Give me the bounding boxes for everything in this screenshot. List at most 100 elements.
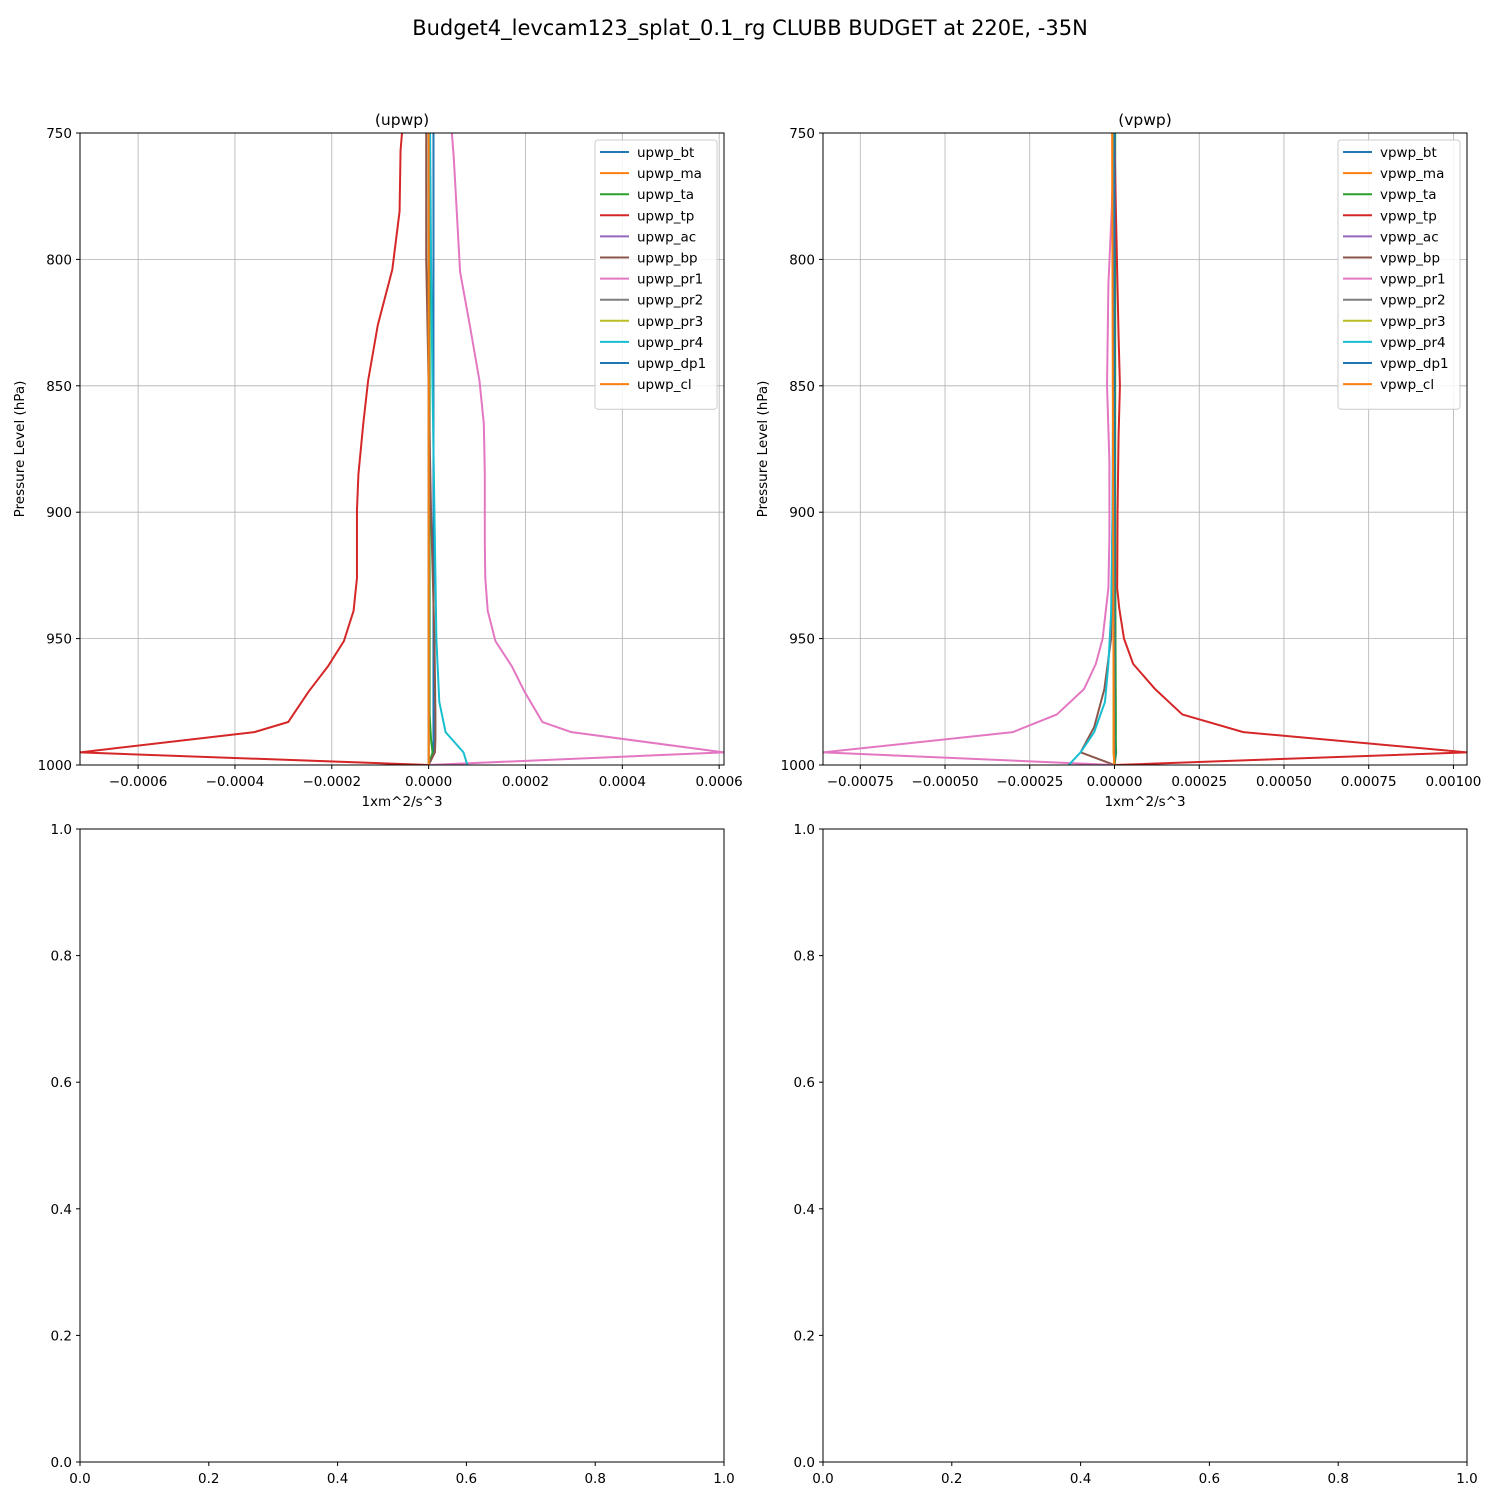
legend-label-upwp_bp: upwp_bp xyxy=(637,251,698,267)
y-tick-label: 1.0 xyxy=(51,822,72,838)
series-line-vpwp_cl xyxy=(1111,133,1116,765)
y-tick-label: 800 xyxy=(46,252,72,268)
legend-label-vpwp_dp1: vpwp_dp1 xyxy=(1380,356,1449,372)
x-tick-label: 0.2 xyxy=(941,1471,962,1487)
series-group xyxy=(80,133,724,765)
legend-label-vpwp_pr1: vpwp_pr1 xyxy=(1380,272,1446,288)
x-tick-label: 0.0004 xyxy=(599,774,646,790)
legend: upwp_bt upwp_ma upwp_ta upwp_tp upwp_ac upwp_… xyxy=(594,139,718,410)
x-tick-label: 0.0002 xyxy=(502,774,549,790)
subplot-4: 0.0 0.2 0.4 0.6 0.8 1.0 0.0 0.2 0.4 0.6 0.8 1.0 xyxy=(794,822,1478,1487)
series-line-upwp_bp xyxy=(425,133,437,765)
series-line-upwp_pr1 xyxy=(428,133,724,765)
legend-label-upwp_pr1: upwp_pr1 xyxy=(637,272,703,288)
y-tick-label: 0.4 xyxy=(51,1202,72,1218)
x-axis-label: 1xm^2/s^3 xyxy=(361,794,442,810)
x-tick-label: −0.00075 xyxy=(827,774,894,790)
x-tick-label: 0.0000 xyxy=(405,774,452,790)
y-tick-label: 0.2 xyxy=(794,1328,815,1344)
x-tick-label: 0.0006 xyxy=(696,774,743,790)
series-line-vpwp_pr4 xyxy=(1068,133,1116,765)
legend-label-upwp_pr4: upwp_pr4 xyxy=(637,335,703,351)
legend-label-upwp_bt: upwp_bt xyxy=(637,145,694,161)
y-tick-label: 1.0 xyxy=(794,822,815,838)
axes-frame xyxy=(79,132,725,766)
subplot-2: −0.00075 −0.00050 −0.00025 0.00000 0.00025 0.… xyxy=(755,111,1481,810)
legend-label-upwp_dp1: upwp_dp1 xyxy=(637,356,706,372)
legend-label-vpwp_tp: vpwp_tp xyxy=(1380,208,1437,224)
y-tick-label: 0.0 xyxy=(794,1455,815,1471)
x-tick-label: 1.0 xyxy=(1456,1471,1477,1487)
series-line-upwp_tp xyxy=(80,133,429,765)
x-tick-label: −0.00050 xyxy=(911,774,978,790)
x-axis-label: 1xm^2/s^3 xyxy=(1104,794,1185,810)
legend-label-vpwp_bp: vpwp_bp xyxy=(1380,251,1440,267)
legend-label-upwp_ac: upwp_ac xyxy=(637,229,696,245)
series-group xyxy=(823,133,1467,765)
x-tick-label: 0.6 xyxy=(1199,1471,1220,1487)
x-tick-label: 0.00100 xyxy=(1426,774,1482,790)
x-tick-label: 0.0 xyxy=(812,1471,833,1487)
legend-label-vpwp_ta: vpwp_ta xyxy=(1380,187,1437,203)
y-tick-label: 900 xyxy=(789,505,815,521)
y-tick-label: 1000 xyxy=(38,758,72,774)
legend-label-upwp_pr3: upwp_pr3 xyxy=(637,314,703,330)
x-tick-label: −0.00025 xyxy=(996,774,1063,790)
legend-label-vpwp_ma: vpwp_ma xyxy=(1380,166,1444,182)
legend-label-upwp_tp: upwp_tp xyxy=(637,208,694,224)
y-tick-label: 850 xyxy=(46,379,72,395)
axes-frame xyxy=(79,828,725,1463)
y-tick-label: 0.8 xyxy=(51,949,72,965)
y-tick-label: 0.6 xyxy=(794,1075,815,1091)
x-tick-label: 0.00050 xyxy=(1256,774,1312,790)
legend-label-upwp_cl: upwp_cl xyxy=(637,377,692,393)
x-tick-label: 0.2 xyxy=(198,1471,219,1487)
series-line-vpwp_tp xyxy=(1113,133,1467,765)
x-tick-label: −0.0002 xyxy=(303,774,362,790)
legend-label-vpwp_ac: vpwp_ac xyxy=(1380,229,1439,245)
x-tick-label: 0.00025 xyxy=(1171,774,1227,790)
y-tick-label: 850 xyxy=(789,379,815,395)
subplot-3: 0.0 0.2 0.4 0.6 0.8 1.0 0.0 0.2 0.4 0.6 0.8 1.0 xyxy=(51,822,735,1487)
series-line-vpwp_pr1 xyxy=(823,133,1115,765)
y-tick-label: 950 xyxy=(46,632,72,648)
axes-frame xyxy=(822,828,1468,1463)
legend-label-upwp_ta: upwp_ta xyxy=(637,187,694,203)
x-tick-label: 0.4 xyxy=(327,1471,348,1487)
figure-title: Budget4_levcam123_splat_0.1_rg CLUBB BUD… xyxy=(412,16,1088,40)
y-tick-label: 0.0 xyxy=(51,1455,72,1471)
x-tick-label: 0.0 xyxy=(69,1471,90,1487)
x-tick-label: 0.00000 xyxy=(1087,774,1143,790)
x-tick-label: 0.00075 xyxy=(1341,774,1397,790)
y-tick-label: 0.4 xyxy=(794,1202,815,1218)
y-axis-label: Pressure Level (hPa) xyxy=(755,381,771,518)
y-tick-label: 950 xyxy=(789,632,815,648)
legend-label-vpwp_pr2: vpwp_pr2 xyxy=(1380,293,1446,309)
legend-label-upwp_ma: upwp_ma xyxy=(637,166,702,182)
x-tick-label: 1.0 xyxy=(713,1471,734,1487)
legend-label-upwp_pr2: upwp_pr2 xyxy=(637,293,703,309)
x-tick-label: −0.0004 xyxy=(206,774,265,790)
x-tick-label: −0.0006 xyxy=(109,774,168,790)
subplot-1: −0.0006 −0.0004 −0.0002 0.0000 0.0002 0.0004 0… xyxy=(12,111,743,810)
y-tick-label: 0.6 xyxy=(51,1075,72,1091)
y-tick-label: 1000 xyxy=(781,758,815,774)
x-tick-label: 0.8 xyxy=(1327,1471,1348,1487)
legend-label-vpwp_bt: vpwp_bt xyxy=(1380,145,1437,161)
x-tick-label: 0.4 xyxy=(1070,1471,1091,1487)
axes-frame xyxy=(822,132,1468,766)
x-tick-label: 0.6 xyxy=(456,1471,477,1487)
y-tick-label: 900 xyxy=(46,505,72,521)
legend-label-vpwp_pr3: vpwp_pr3 xyxy=(1380,314,1446,330)
y-tick-label: 0.2 xyxy=(51,1328,72,1344)
y-tick-label: 750 xyxy=(789,126,815,142)
y-tick-label: 750 xyxy=(46,126,72,142)
y-tick-label: 800 xyxy=(789,252,815,268)
legend-label-vpwp_cl: vpwp_cl xyxy=(1380,377,1434,393)
y-tick-label: 0.8 xyxy=(794,949,815,965)
y-axis-label: Pressure Level (hPa) xyxy=(12,381,28,518)
subplot-title: (upwp) xyxy=(375,111,429,129)
legend-label-vpwp_pr4: vpwp_pr4 xyxy=(1380,335,1446,351)
subplot-title: (vpwp) xyxy=(1118,111,1172,129)
